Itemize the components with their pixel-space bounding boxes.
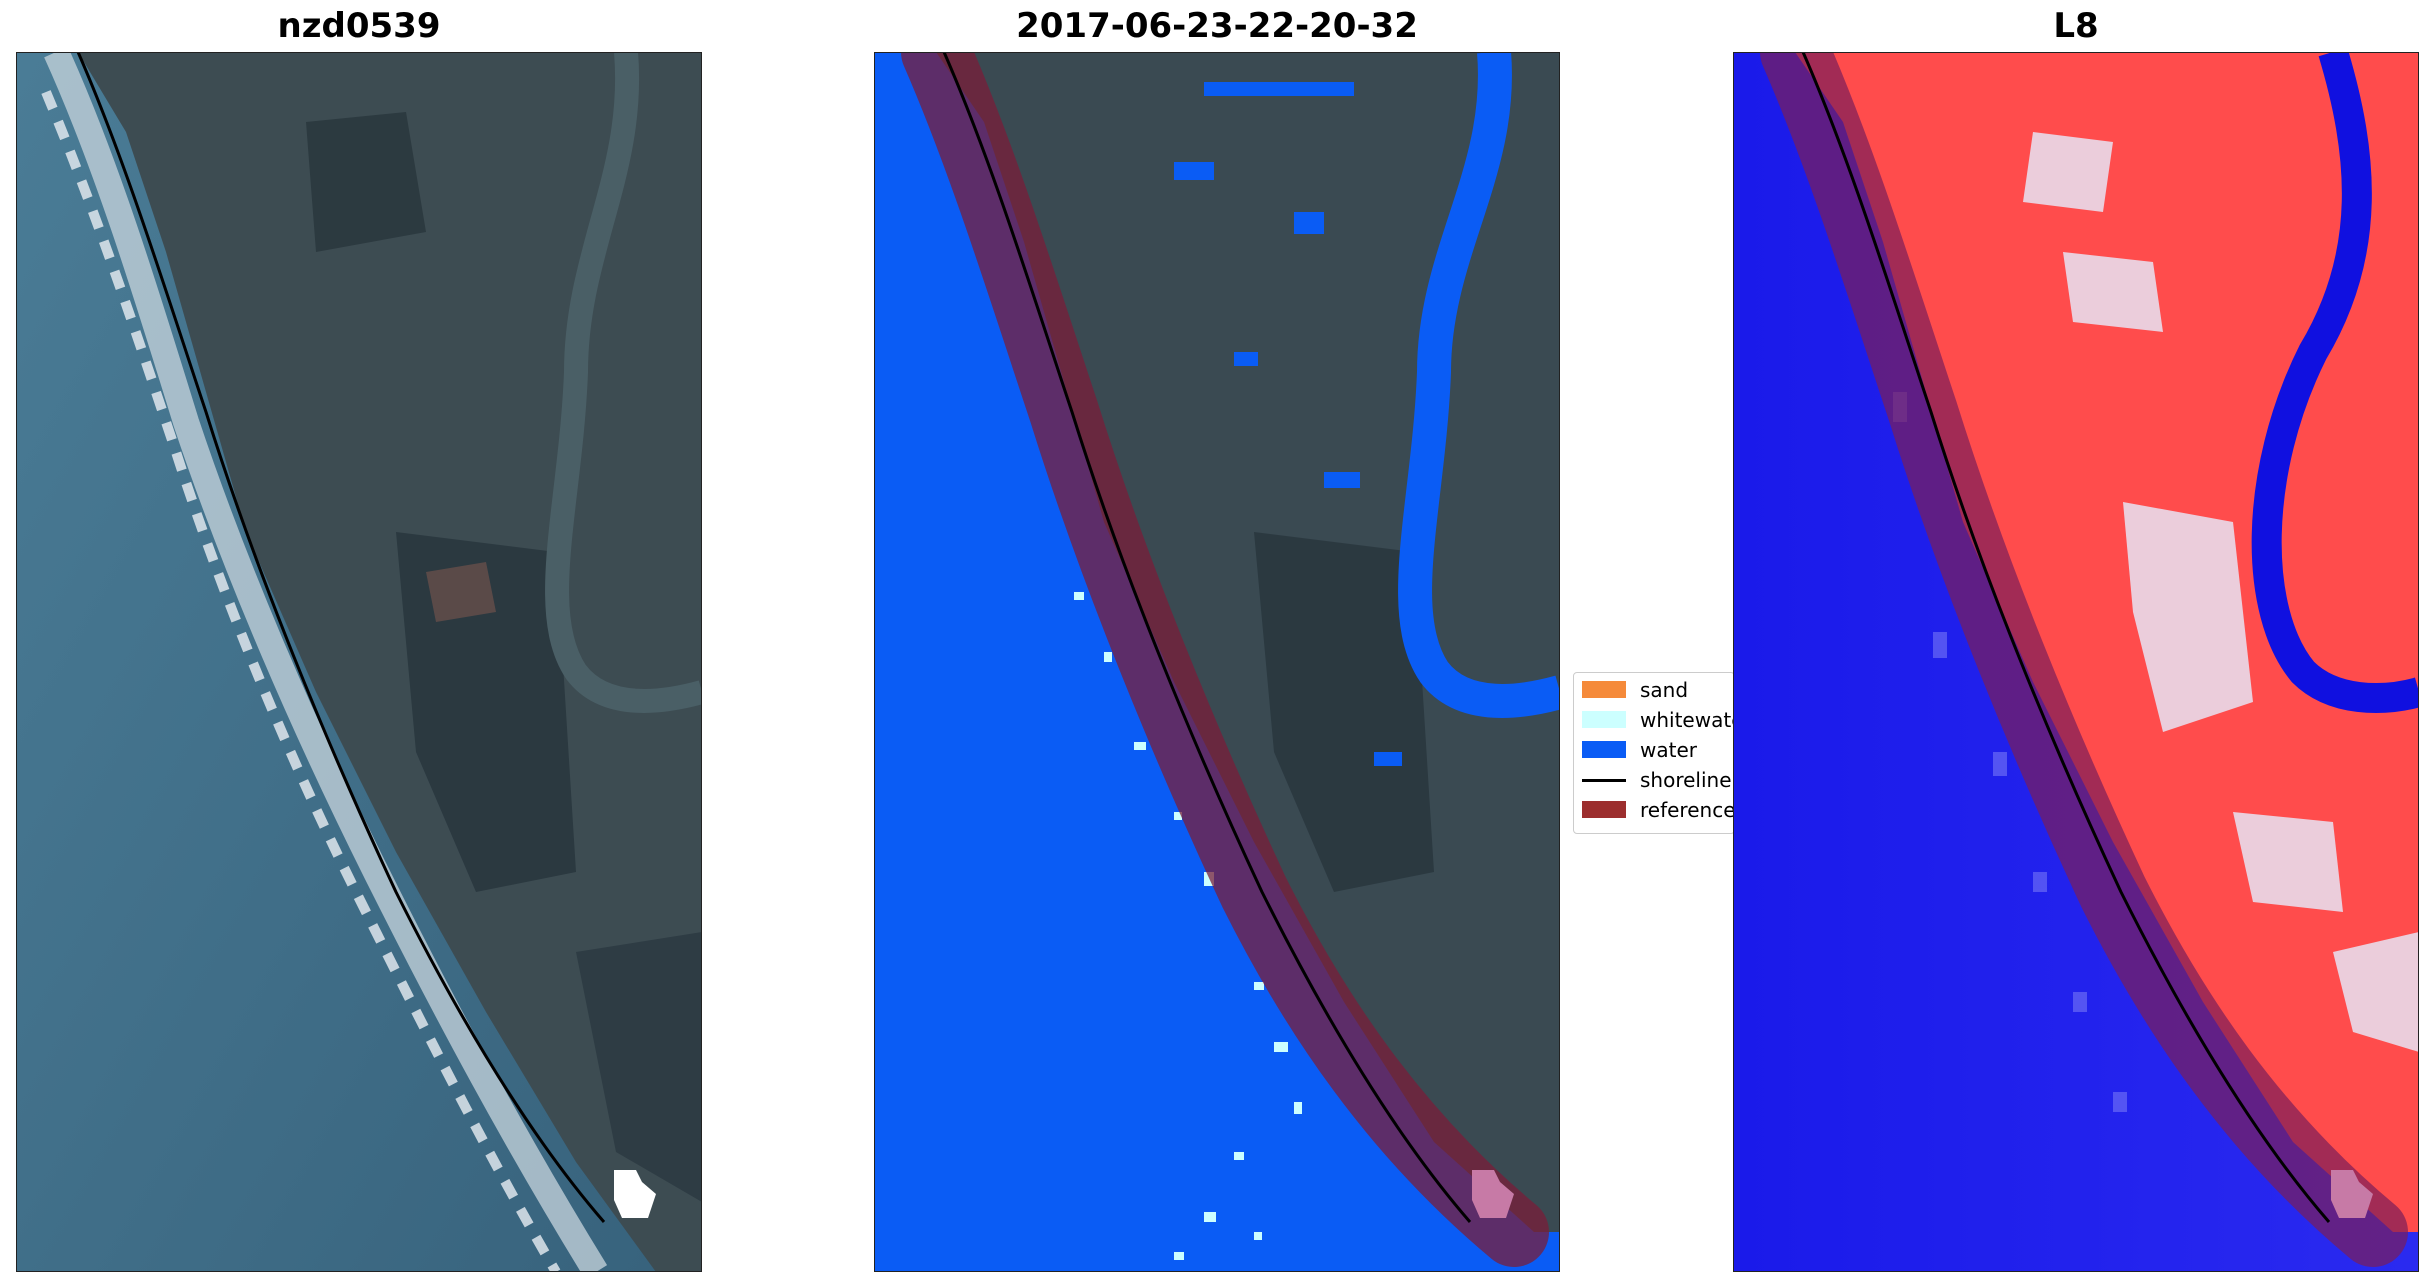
inland-water: [1234, 352, 1258, 366]
inland-water: [1324, 472, 1360, 488]
legend-line: [1582, 779, 1626, 782]
cloud-mask: [2331, 1170, 2373, 1218]
surf-foam: [41, 90, 561, 1272]
cloud-mask: [614, 1170, 656, 1218]
river: [545, 52, 702, 713]
river-index: [2251, 52, 2419, 713]
land-area: [78, 52, 702, 1272]
panel-title-classified: 2017-06-23-22-20-32: [1016, 6, 1418, 46]
legend-label: sand: [1640, 678, 1689, 702]
vegetation-patch: [306, 112, 426, 252]
farm-patch: [426, 562, 496, 622]
index-image-panel: [1733, 52, 2419, 1272]
land-index: [1795, 52, 2419, 1232]
inland-water: [1174, 162, 1214, 180]
shoreline: [942, 52, 1472, 1223]
land-area: [936, 52, 1560, 1232]
vegetation-patch: [1254, 532, 1434, 892]
legend-label: shoreline: [1640, 768, 1732, 792]
legend-label: reference shoreline buffer: [1640, 798, 1735, 822]
mixed-pixels: [2023, 132, 2419, 1052]
legend-label: whitewater: [1640, 708, 1734, 732]
legend-swatch: [1582, 801, 1626, 818]
index-image: [1733, 52, 2419, 1272]
panel-title-rgb: nzd0539: [277, 6, 441, 46]
legend-swatch: [1582, 711, 1626, 728]
legend-swatch: [1582, 741, 1626, 758]
rgb-image: [16, 52, 702, 1272]
cloud-mask: [1472, 1170, 1514, 1218]
river-water: [1398, 52, 1560, 718]
inland-water: [1204, 82, 1354, 96]
vegetation-patch: [576, 932, 702, 1202]
inland-water: [1374, 752, 1402, 766]
legend-swatch: [1582, 681, 1626, 698]
classified-image: [874, 52, 1560, 1272]
inland-water: [1294, 212, 1324, 234]
legend-label: water: [1640, 738, 1697, 762]
legend: sand whitewater water shoreline referenc…: [1573, 672, 1735, 834]
classified-image-panel: [874, 52, 1560, 1272]
surf-band: [44, 52, 608, 1272]
shoreline: [1801, 52, 2331, 1223]
rgb-image-panel: [16, 52, 702, 1272]
vegetation-patch: [396, 532, 576, 892]
panel-title-index: L8: [2053, 6, 2099, 46]
whitewater-class: [1074, 592, 1302, 1260]
shoreline: [76, 52, 606, 1223]
